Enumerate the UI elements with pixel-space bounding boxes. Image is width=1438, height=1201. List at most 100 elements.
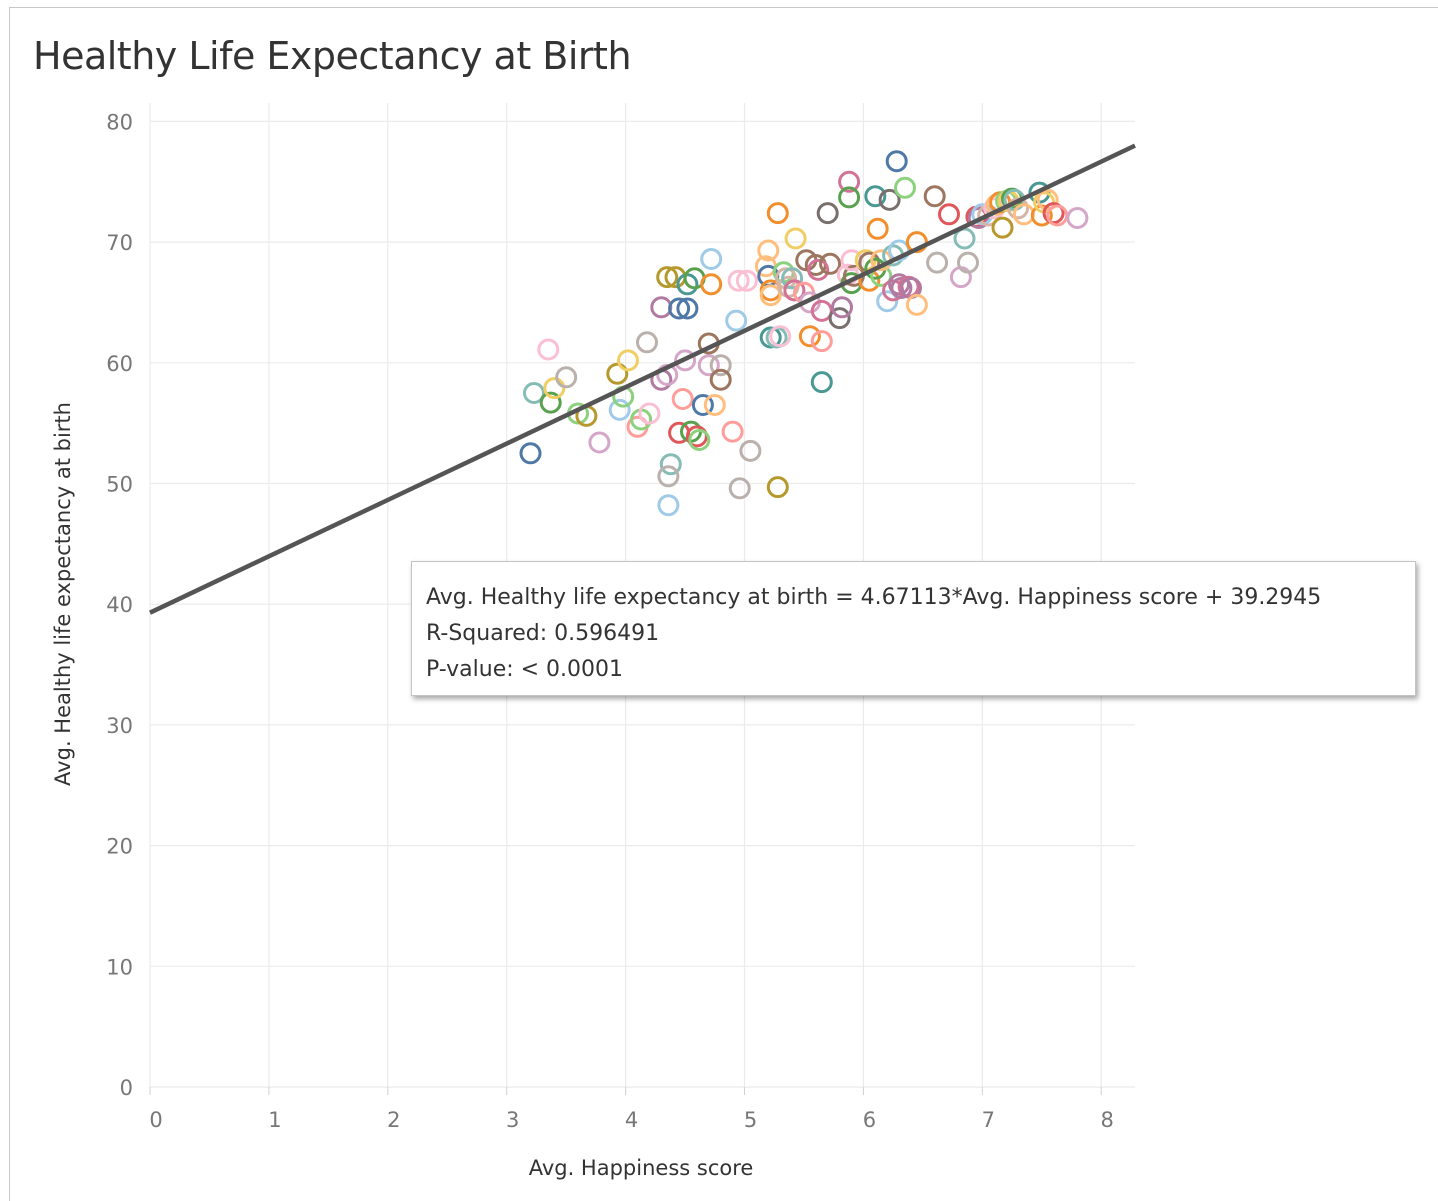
data-point	[926, 251, 949, 274]
data-point	[728, 477, 751, 500]
data-point	[727, 269, 750, 292]
data-point	[759, 284, 782, 307]
trend-line-group	[149, 143, 1136, 615]
data-point	[866, 217, 889, 240]
data-point	[991, 216, 1014, 239]
tooltip-p-value: P-value: < 0.0001	[426, 657, 624, 682]
x-tick-label: 6	[863, 1108, 876, 1132]
y-tick-label: 80	[106, 110, 133, 134]
data-point	[700, 248, 723, 270]
x-axis-ticks: 0 1 2 3 4 5 6 7 8	[149, 1108, 1114, 1132]
data-point	[864, 185, 887, 208]
data-point	[894, 176, 916, 199]
data-point	[766, 476, 789, 499]
data-point	[735, 269, 758, 292]
data-point	[676, 297, 699, 320]
data-point	[938, 203, 960, 226]
data-point	[1042, 202, 1065, 225]
data-point	[757, 239, 780, 262]
data-point	[807, 258, 830, 281]
data-point	[831, 296, 853, 319]
data-point	[659, 453, 682, 476]
data-point	[685, 425, 708, 448]
data-point	[674, 349, 697, 372]
data-point	[1036, 188, 1059, 211]
data-point	[700, 273, 723, 296]
data-point	[725, 309, 748, 332]
y-tick-label: 70	[106, 231, 133, 255]
y-axis-title: Avg. Healthy life expectancy at birth	[51, 402, 75, 786]
data-point	[523, 382, 545, 404]
data-points	[519, 150, 1089, 517]
y-axis-ticks: 0 10 20 30 40 50 60 70 80	[106, 110, 133, 1100]
data-point	[671, 388, 694, 410]
data-point	[923, 185, 946, 208]
data-point	[543, 377, 566, 400]
data-point	[703, 394, 726, 416]
tooltip-equation: Avg. Healthy life expectancy at birth = …	[426, 585, 1322, 610]
y-tick-label: 20	[106, 835, 133, 859]
data-point	[676, 273, 699, 296]
data-point	[957, 251, 979, 274]
data-point	[721, 420, 744, 443]
x-tick-label: 0	[149, 1108, 162, 1132]
trend-line	[149, 143, 1136, 615]
trend-line-tooltip: Avg. Healthy life expectancy at birth = …	[411, 561, 1416, 696]
data-point	[781, 267, 804, 290]
data-point	[608, 398, 631, 421]
data-point	[657, 494, 680, 517]
data-point	[691, 394, 714, 416]
data-point	[688, 429, 711, 451]
y-tick-label: 10	[106, 955, 133, 979]
data-point	[697, 354, 720, 377]
data-point	[617, 349, 639, 372]
data-point	[739, 439, 762, 462]
data-point	[656, 266, 679, 289]
data-point	[784, 227, 807, 250]
data-point	[816, 202, 839, 225]
y-tick-label: 0	[120, 1076, 133, 1100]
x-tick-label: 2	[387, 1108, 400, 1132]
data-point	[783, 279, 806, 302]
x-tick-label: 5	[744, 1108, 757, 1132]
data-point	[636, 331, 658, 354]
x-tick-label: 3	[506, 1108, 519, 1132]
y-tick-label: 50	[106, 473, 133, 497]
data-point	[759, 326, 782, 349]
data-point	[810, 371, 833, 394]
data-point	[1066, 207, 1089, 229]
data-point	[810, 330, 833, 353]
data-point	[769, 325, 792, 348]
y-tick-label: 60	[106, 352, 133, 376]
x-axis-title: Avg. Happiness score	[529, 1156, 754, 1180]
data-point	[650, 296, 673, 319]
data-point	[905, 293, 928, 316]
data-point	[519, 442, 542, 465]
data-point	[878, 188, 901, 211]
data-point	[885, 150, 908, 173]
data-point	[888, 239, 911, 262]
data-point	[828, 307, 851, 330]
data-point	[539, 391, 562, 414]
x-tick-label: 7	[982, 1108, 995, 1132]
y-tick-label: 30	[106, 714, 133, 738]
data-point	[555, 366, 578, 389]
data-point	[657, 465, 680, 488]
data-point	[766, 202, 789, 225]
chart-title: Healthy Life Expectancy at Birth	[33, 34, 632, 78]
data-point	[588, 431, 611, 454]
data-point	[709, 368, 732, 391]
data-point	[709, 354, 732, 377]
data-point	[668, 297, 691, 320]
data-point	[606, 362, 629, 385]
data-point	[838, 170, 861, 193]
x-tick-label: 4	[625, 1108, 638, 1132]
data-point	[953, 227, 976, 250]
data-point	[876, 290, 899, 313]
tooltip-r-squared: R-Squared: 0.596491	[426, 621, 660, 646]
data-point	[967, 207, 990, 229]
data-point	[838, 186, 861, 209]
x-tick-label: 1	[268, 1108, 281, 1132]
data-point	[819, 252, 842, 275]
y-tick-label: 40	[106, 593, 133, 617]
